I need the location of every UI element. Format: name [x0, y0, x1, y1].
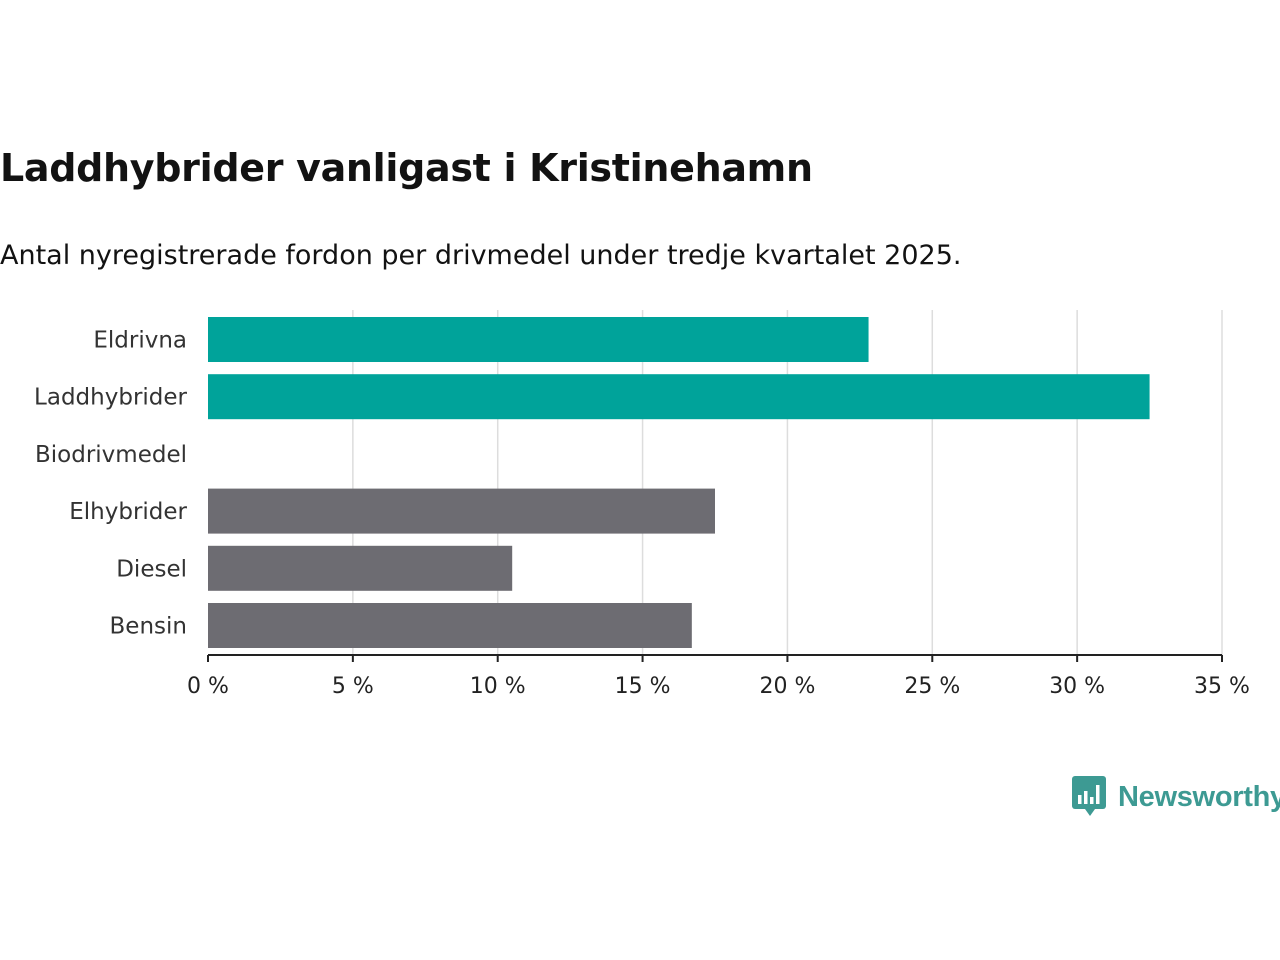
- bars: [208, 317, 1150, 648]
- chart-title: Laddhybrider vanligast i Kristinehamn: [0, 146, 813, 190]
- category-label-eldrivna: Eldrivna: [93, 328, 187, 354]
- category-label-bensin: Bensin: [110, 614, 187, 640]
- category-label-biodrivmedel: Biodrivmedel: [35, 442, 187, 468]
- x-tick-label-5: 25 %: [904, 674, 960, 699]
- gridlines: [352, 310, 1223, 655]
- bar-elhybrider: [208, 488, 715, 534]
- category-label-elhybrider: Elhybrider: [69, 499, 187, 525]
- x-tick-label-4: 20 %: [759, 674, 815, 699]
- chart-subtitle: Antal nyregistrerade fordon per drivmede…: [0, 240, 962, 271]
- x-axis: 0 % 5 % 10 % 15 % 20 % 25 % 30 % 35 %: [187, 654, 1250, 699]
- newsworthy-logo-icon: [1072, 776, 1106, 816]
- bar-laddhybrider: [208, 374, 1150, 420]
- bar-eldrivna: [208, 317, 869, 362]
- newsworthy-logo: Newsworthy: [1072, 776, 1280, 818]
- x-tick-label-3: 15 %: [615, 674, 671, 699]
- category-label-diesel: Diesel: [116, 556, 187, 582]
- bar-bensin: [208, 603, 692, 648]
- x-tick-label-7: 35 %: [1194, 674, 1250, 699]
- bar-diesel: [208, 545, 513, 591]
- x-tick-label-2: 10 %: [470, 674, 526, 699]
- category-label-laddhybrider: Laddhybrider: [34, 385, 187, 411]
- x-tick-label-1: 5 %: [332, 674, 374, 699]
- x-tick-label-0: 0 %: [187, 674, 229, 699]
- newsworthy-logo-text: Newsworthy: [1118, 780, 1280, 813]
- category-labels: Eldrivna Laddhybrider Biodrivmedel Elhybrid…: [34, 328, 187, 640]
- x-tick-label-6: 30 %: [1049, 674, 1105, 699]
